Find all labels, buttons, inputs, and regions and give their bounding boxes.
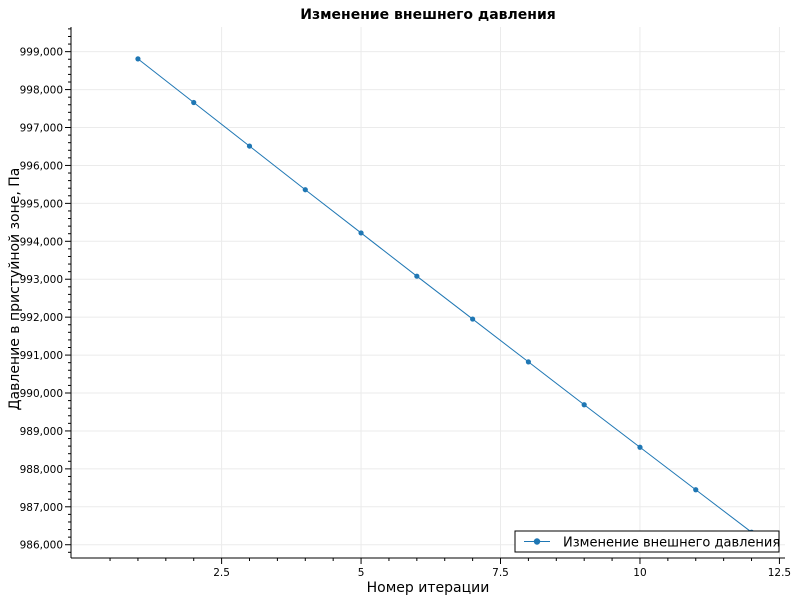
data-point — [414, 273, 420, 279]
chart-title: Изменение внешнего давления — [300, 7, 556, 23]
data-point — [581, 402, 587, 408]
y-tick-label: 991,000 — [20, 350, 63, 362]
x-tick-label: 10 — [633, 567, 646, 579]
legend-entry-label: Изменение внешнего давления — [563, 536, 780, 551]
y-axis-title: Давление в пристуйной зоне, Па — [7, 168, 23, 411]
x-tick-label: 2.5 — [213, 567, 230, 579]
y-tick-label: 997,000 — [20, 123, 63, 135]
y-tick-label: 999,000 — [20, 47, 63, 59]
y-tick-label: 994,000 — [20, 236, 63, 248]
grid — [71, 27, 785, 558]
y-tick-label: 987,000 — [20, 502, 63, 514]
data-point — [135, 56, 141, 62]
y-tick-label: 992,000 — [20, 312, 63, 324]
y-tick-label: 986,000 — [20, 540, 63, 552]
data-point — [637, 444, 643, 450]
data-point — [358, 230, 364, 236]
data-point — [302, 187, 308, 193]
x-tick-label: 7.5 — [492, 567, 509, 579]
data-point — [525, 359, 532, 365]
x-axis-title: Номер итерации — [367, 580, 490, 596]
data-point — [246, 143, 253, 149]
legend-box — [514, 530, 780, 553]
x-tick-label: 12.5 — [768, 567, 791, 579]
data-point — [191, 99, 197, 106]
series-line — [137, 58, 752, 533]
y-tick-label: 998,000 — [20, 85, 63, 97]
y-tick-label: 990,000 — [20, 388, 63, 400]
axes: 986,000 987,000 988,000 989,000 990,000 991,0… — [20, 27, 791, 579]
legend-marker-sample — [533, 538, 541, 545]
y-tick-label: 989,000 — [20, 426, 63, 438]
y-tick-label: 993,000 — [20, 274, 63, 286]
legend: Изменение внешнего давления — [514, 530, 780, 553]
y-tick-label: 995,000 — [20, 198, 63, 210]
data-point — [693, 487, 699, 493]
series-layer — [135, 56, 755, 535]
data-point — [470, 316, 476, 322]
y-tick-label: 988,000 — [20, 464, 63, 476]
y-tick-label: 996,000 — [20, 160, 63, 172]
x-tick-label: 5 — [358, 567, 365, 579]
